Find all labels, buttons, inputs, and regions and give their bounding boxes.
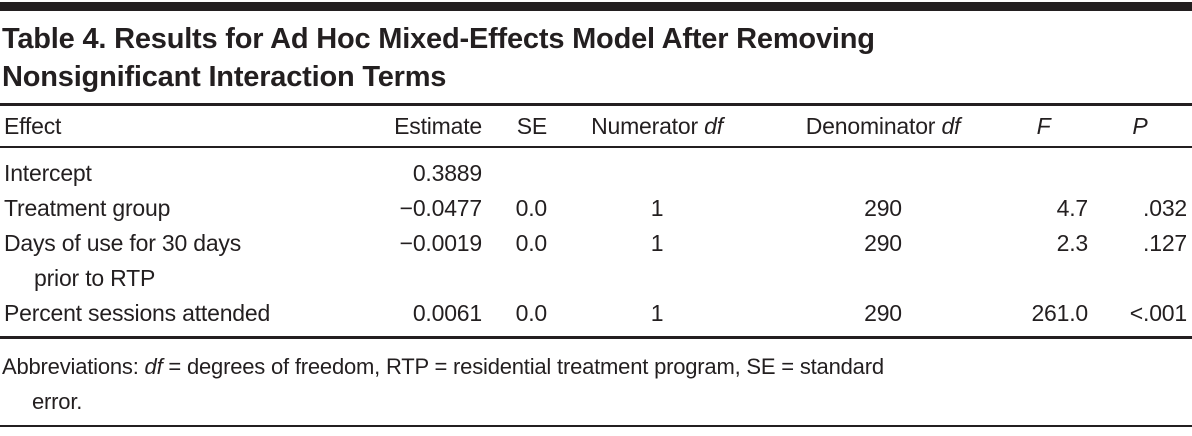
footnote-df-italic: df [144, 354, 163, 379]
table-row-treatment-group: Treatment group −0.0477 0.0 1 290 4.7 .0… [0, 191, 1192, 226]
footnote-rest: = degrees of freedom, RTP = residential … [162, 354, 884, 379]
cell-f [999, 156, 1088, 191]
table-body: Intercept 0.3889 Treatment group −0.0477… [0, 148, 1192, 336]
cell-denominator-df: 290 [864, 195, 902, 221]
column-header-estimate: Estimate [352, 113, 482, 140]
cell-effect-line-1: Days of use for 30 days [4, 230, 242, 256]
cell-numerator-df: 1 [650, 195, 664, 221]
cell-se [482, 156, 547, 191]
table-title-line-1: Table 4. Results for Ad Hoc Mixed-Effect… [2, 23, 875, 55]
column-header-label: Estimate [394, 112, 482, 139]
cell-effect-line-2: prior to RTP [34, 265, 156, 291]
table-footnote: Abbreviations: df = degrees of freedom, … [0, 339, 1192, 419]
cell-se: 0.0 [515, 195, 548, 221]
column-header-label: SE [516, 112, 547, 139]
table-title: Table 4. Results for Ad Hoc Mixed-Effect… [0, 11, 1192, 103]
column-header-effect: Effect [0, 113, 352, 140]
cell-denominator-df: 290 [864, 300, 902, 326]
rule-below-header [0, 146, 1192, 148]
cell-estimate: 0.0061 [412, 300, 482, 326]
cell-se: 0.0 [515, 230, 548, 256]
cell-numerator-df: 1 [650, 300, 664, 326]
rule-below-body [0, 336, 1192, 339]
cell-p: <.001 [1129, 300, 1187, 326]
footnote-line-1: Abbreviations: df = degrees of freedom, … [2, 349, 1190, 384]
column-header-label: Numerator [591, 112, 705, 139]
cell-se: 0.0 [515, 300, 548, 326]
cell-denominator-df: 290 [864, 230, 902, 256]
footnote-prefix: Abbreviations: [2, 354, 145, 379]
rule-below-title [0, 103, 1192, 106]
cell-effect: Treatment group [4, 195, 171, 221]
cell-p [1088, 156, 1192, 191]
column-header-italic: P [1132, 112, 1148, 139]
cell-numerator-df [547, 156, 767, 191]
cell-numerator-df: 1 [650, 230, 664, 256]
column-header-italic: F [1036, 112, 1051, 139]
table-header-row: Effect Estimate SE Numerator df Denomina… [0, 106, 1192, 146]
column-header-numerator-df: Numerator df [547, 113, 767, 140]
rule-bottom [0, 425, 1192, 427]
column-header-italic: df [704, 112, 723, 139]
cell-estimate: −0.0477 [399, 195, 483, 221]
cell-p: .127 [1143, 230, 1187, 256]
cell-estimate: −0.0019 [399, 230, 483, 256]
footnote-line-2: error. [32, 389, 83, 414]
cell-p: .032 [1143, 195, 1187, 221]
table-top-bar [0, 2, 1192, 11]
column-header-italic: df [941, 112, 961, 139]
cell-f: 4.7 [1056, 195, 1089, 221]
column-header-label: Denominator [805, 112, 942, 139]
column-header-se: SE [482, 113, 547, 140]
cell-denominator-df [767, 156, 999, 191]
table-title-line-2: Nonsignificant Interaction Terms [2, 61, 447, 93]
column-header-label: Effect [4, 112, 62, 139]
table-row-intercept: Intercept 0.3889 [0, 156, 1192, 191]
table-row-percent-sessions: Percent sessions attended 0.0061 0.0 1 2… [0, 296, 1192, 331]
table-row-days-of-use: Days of use for 30 days prior to RTP −0.… [0, 226, 1192, 296]
column-header-f: F [999, 113, 1088, 140]
cell-estimate: 0.3889 [412, 160, 482, 186]
cell-f: 261.0 [1031, 300, 1088, 326]
column-header-denominator-df: Denominator df [767, 113, 999, 140]
column-header-p: P [1088, 113, 1192, 140]
cell-effect: Percent sessions attended [4, 300, 271, 326]
cell-f: 2.3 [1056, 230, 1089, 256]
cell-effect: Days of use for 30 days prior to RTP [0, 226, 352, 296]
cell-effect: Intercept [4, 160, 92, 186]
